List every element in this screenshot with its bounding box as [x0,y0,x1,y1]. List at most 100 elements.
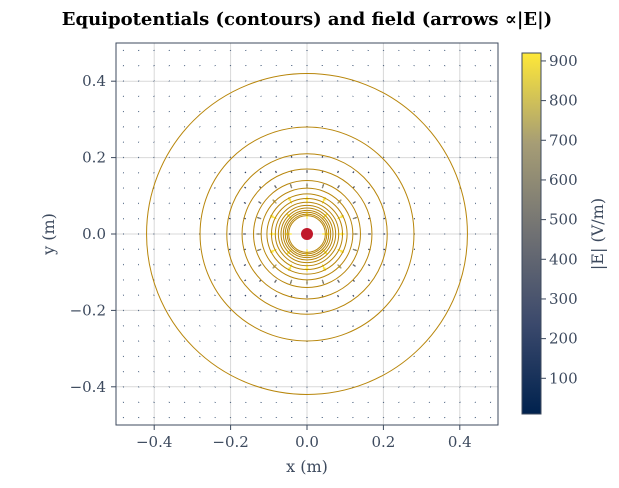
equipotential-contour [241,168,373,300]
field-arrow [259,156,262,158]
equipotential-contour [280,207,334,261]
field-arrow [352,156,355,158]
x-axis-ticks: −0.4 −0.2 0.0 0.2 0.4 [136,425,472,451]
field-arrow-head [272,199,276,203]
chart-title: Equipotentials (contours) and field (arr… [62,9,552,30]
field-arrow [382,171,385,174]
field-arrow [259,294,262,297]
field-arrow [244,171,247,174]
colorbar-tick-label: 700 [549,131,578,149]
field-arrow-head [274,185,277,188]
colorbar-ticks: 100 200 300 400 500 600 700 800 900 [541,52,578,387]
colorbar-tick-label: 600 [549,171,578,189]
field-arrow [229,294,232,297]
equipotential-contours [146,73,468,395]
x-tick-label: 0.0 [295,433,319,451]
equipotential-contour [288,215,326,253]
field-arrow-head [322,281,325,284]
field-arrow-head [258,201,261,204]
field-arrow [275,155,278,158]
field-arrow [244,309,247,312]
field-arrow [228,263,231,266]
field-arrow-head [355,232,358,236]
field-arrow-head [354,216,357,219]
field-arrow-head [257,249,260,252]
field-arrow [382,294,385,297]
x-tick-label: −0.4 [136,433,172,451]
equipotential-contour [274,201,340,267]
field-arrow [243,201,247,205]
field-arrow [259,171,262,174]
field-arrow [352,294,355,297]
x-axis-label: x (m) [286,457,328,476]
field-arrow-head [305,183,309,186]
field-arrow [274,294,278,298]
field-arrow [228,202,231,205]
field-arrow [367,309,370,312]
field-arrow [244,294,247,297]
colorbar-tick-label: 400 [549,250,578,268]
colorbar-label: |E| (V/m) [588,198,607,270]
field-arrow [352,310,355,312]
field-arrow [367,156,370,159]
field-arrow [229,186,231,189]
field-arrow-head [272,265,276,269]
field-arrow-head [257,216,260,219]
field-arrow [229,279,231,282]
field-arrow-head [305,282,309,285]
equipotential-contour [199,126,415,342]
y-tick-label: −0.2 [70,301,106,319]
field-arrow [383,186,385,189]
field-arrow [382,309,385,312]
equipotential-contour [282,209,332,259]
colorbar-tick-label: 900 [549,52,578,70]
field-arrow [336,310,339,313]
field-arrow [244,279,247,282]
field-arrow-head [354,249,357,252]
equipotential-contour [286,213,328,255]
equipotential-contour [226,153,388,315]
field-arrow-head [353,201,356,204]
colorbar-tick-label: 800 [549,92,578,110]
field-arrow-head [338,199,342,203]
colorbar-tick-label: 300 [549,290,578,308]
y-tick-label: 0.0 [82,225,106,243]
equipotential-contour [270,197,344,271]
x-tick-label: 0.2 [371,433,395,451]
equipotential-contour [253,180,361,288]
field-arrow [275,310,278,313]
equipotential-contour [284,211,330,257]
x-tick-label: −0.2 [212,433,248,451]
equipotential-contour [277,204,337,264]
field-arrow-head [289,281,292,284]
field-arrow-head [256,232,259,236]
field-arrow [367,294,370,297]
colorbar-tick-label: 200 [549,330,578,348]
field-arrow [244,156,247,159]
field-arrow [367,201,371,205]
field-arrow-head [258,264,261,267]
field-arrow [274,170,278,174]
equipotential-contour [266,193,348,275]
field-arrow [229,309,232,312]
colorbar-tick-label: 500 [549,211,578,229]
colorbar [521,52,542,415]
field-arrow [383,202,386,205]
field-arrow-head [337,185,340,188]
field-arrow [259,310,262,312]
field-arrow [243,263,247,267]
field-arrow [367,279,370,282]
field-arrow [352,171,355,174]
field-arrow-head [274,280,277,283]
field-arrow [336,170,340,174]
field-arrow-head [337,280,340,283]
equipotential-contour [260,187,354,281]
point-charge [301,228,313,240]
field-arrow-head [322,184,325,187]
field-arrow [244,186,247,189]
field-arrow [229,171,232,174]
field-arrow [336,155,339,158]
field-arrows [122,49,492,419]
field-arrow [229,156,232,159]
